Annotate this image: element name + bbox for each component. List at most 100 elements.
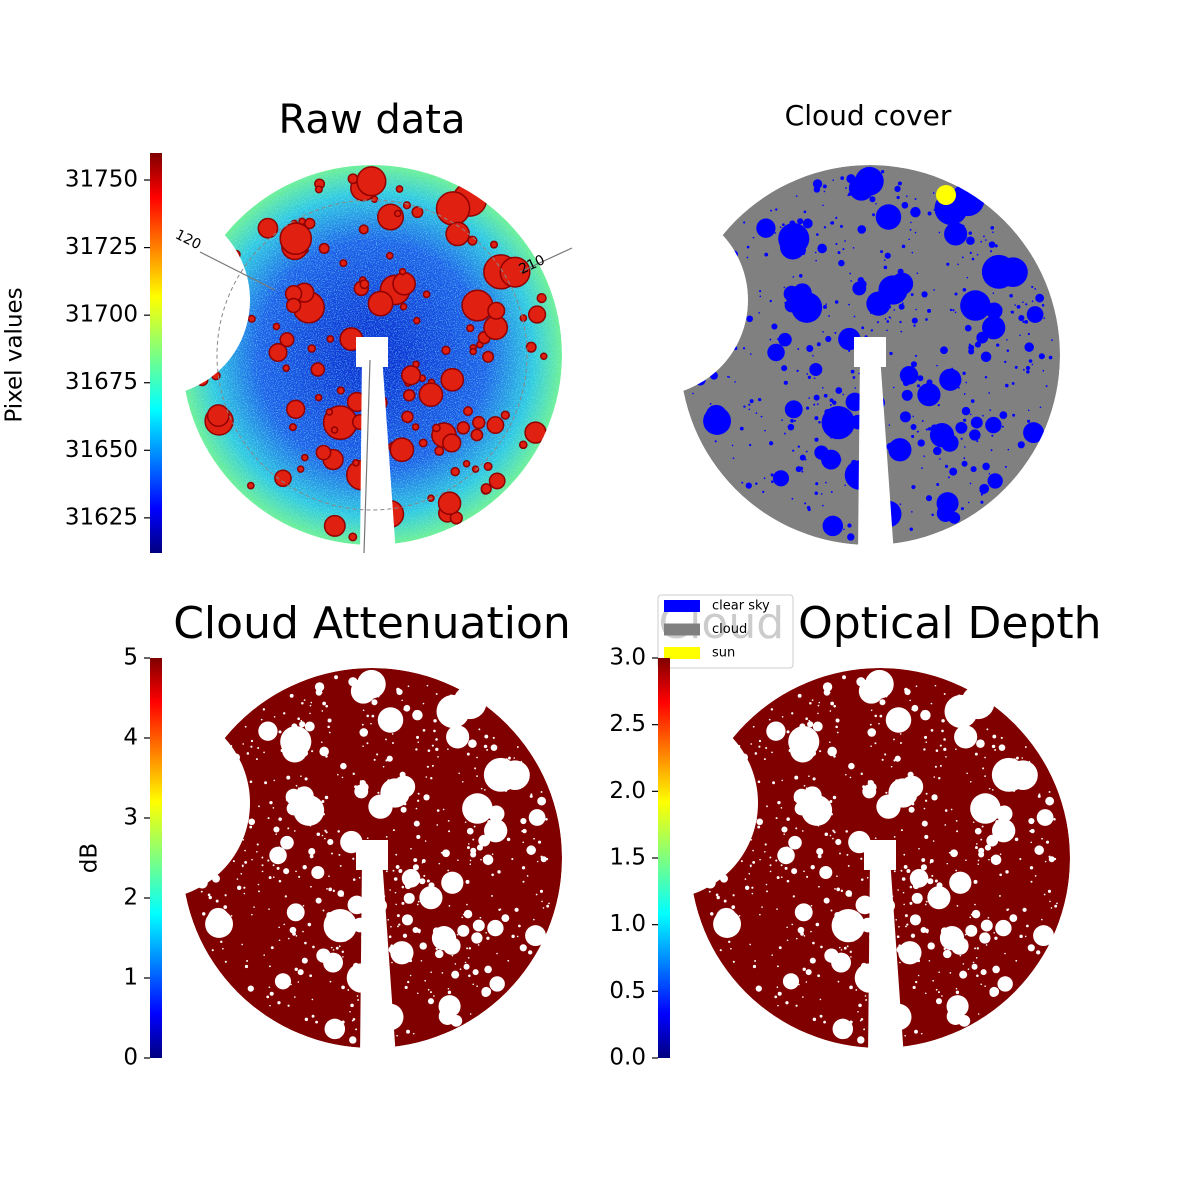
sky-blob [939,744,942,747]
sky-blob [456,421,471,435]
sky-blob [449,694,453,698]
sky-blob [703,282,706,285]
sky-blob [992,734,997,739]
sky-blob [771,751,773,754]
sky-blob [793,799,796,801]
sky-blob [738,744,741,747]
sky-blob [943,747,947,751]
sky-blob [888,1033,891,1035]
sky-blob [979,932,991,944]
sky-blob [923,455,926,458]
sky-blob [756,218,776,238]
sky-blob [981,825,984,828]
sky-blob [881,758,884,761]
sky-blob [315,897,322,904]
sky-blob [896,195,900,200]
sky-blob [913,324,916,327]
sky-blob [880,169,885,174]
sky-blob [834,911,841,919]
sky-blob [396,914,400,918]
sky-blob [813,403,816,406]
sky-blob [935,439,938,441]
sky-blob [412,1032,415,1035]
sky-blob [349,1010,351,1013]
sky-blob [869,868,873,871]
sky-blob [851,344,854,347]
sky-blob [824,832,829,837]
sky-blob [416,735,420,739]
sky-blob [1009,293,1013,298]
sky-blob [1021,757,1024,759]
sky-blob [938,971,940,973]
sky-blob [912,415,915,418]
sky-blob [980,240,983,243]
sky-blob [433,995,435,997]
sky-blob [1053,817,1056,821]
sky-blob [242,838,245,841]
sky-blob [905,195,908,198]
sky-blob [511,857,514,861]
sky-blob [857,225,867,234]
sky-blob [941,719,945,723]
sky-blob [834,331,837,334]
sky-blob [927,881,931,884]
sky-blob [352,857,355,860]
sky-blob [957,937,959,940]
sky-blob [220,849,222,852]
sky-blob [813,377,816,380]
sky-blob [993,827,996,830]
sky-blob [898,944,902,948]
sky-blob [962,963,965,965]
sky-blob [842,954,845,957]
sky-blob [537,840,542,844]
sky-blob [730,947,732,950]
sky-blob [970,466,977,473]
sky-blob [889,317,892,319]
sky-blob [862,785,866,789]
sky-blob [835,435,839,439]
sky-blob [275,833,277,835]
sky-blob [537,796,547,806]
sky-blob [901,244,906,249]
sky-blob [845,392,865,412]
sky-blob [494,762,497,765]
sky-blob [1034,875,1037,877]
sky-blob [348,677,358,687]
sky-blob [336,386,345,395]
sky-blob [936,483,940,486]
sky-blob [401,885,405,889]
sky-blob [352,847,356,851]
sky-blob [195,373,209,387]
sky-blob [491,979,496,984]
sky-blob [329,980,332,983]
sky-blob [208,829,213,834]
sky-blob [850,332,852,335]
sky-blob [956,1019,959,1022]
sky-blob [821,387,824,389]
sky-blob [945,756,947,758]
sky-blob [1006,779,1009,782]
sky-blob [806,406,810,410]
sky-blob [708,890,711,893]
sky-blob [795,910,798,912]
sky-blob [725,331,728,334]
sky-blob [850,414,866,430]
sky-blob [350,1003,354,1008]
sky-blob [900,869,903,872]
sky-blob [486,936,490,940]
sky-blob [911,317,918,324]
sky-blob [955,987,958,990]
sky-blob [361,935,365,939]
sky-blob [415,748,418,751]
sky-blob [470,851,477,858]
sky-blob [1053,857,1057,861]
sky-blob [377,707,404,733]
sky-blob [359,780,362,782]
sky-blob [385,870,388,873]
sky-blob [910,293,914,296]
sky-blob [273,716,276,718]
colorbar [150,153,162,553]
sky-blob [408,958,413,963]
sky-blob [372,898,387,913]
sky-blob [801,250,806,255]
